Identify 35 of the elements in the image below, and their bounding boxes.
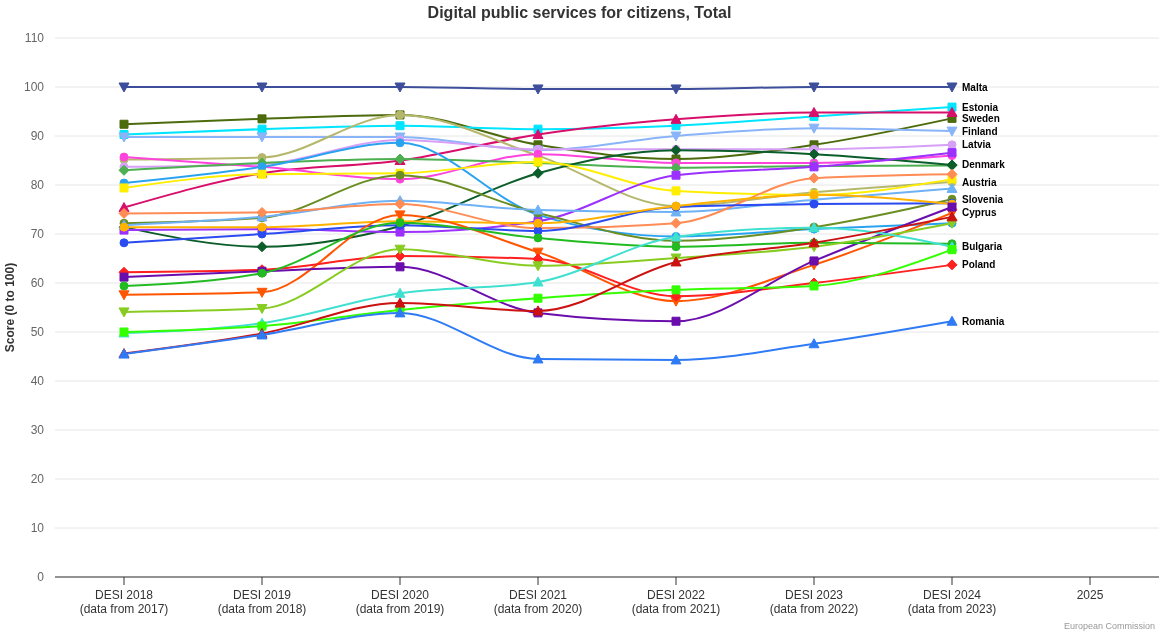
y-tick-label: 30 xyxy=(30,423,45,437)
x-tick-label: DESI 2020 (data from 2019) xyxy=(355,588,445,616)
x-tick-label: 2025 xyxy=(1076,588,1104,602)
annotation: Slovenia xyxy=(962,193,1004,205)
annotation: Latvia xyxy=(962,139,992,151)
y-tick-label: 80 xyxy=(30,178,45,192)
annotation: Romania xyxy=(962,315,1005,327)
text: European Commission xyxy=(1063,621,1155,631)
y-tick-label: 0 xyxy=(37,570,45,584)
y-tick-label: 20 xyxy=(30,472,45,486)
y-tick-label: 90 xyxy=(30,129,45,143)
annotation: Denmark xyxy=(962,159,1006,171)
y-tick-label: 100 xyxy=(23,80,45,94)
x-tick-label: DESI 2018 (data from 2017) xyxy=(79,588,169,616)
x-tick-label: DESI 2024 (data from 2023) xyxy=(907,588,997,616)
y-axis-title: Score (0 to 100) xyxy=(3,262,17,353)
annotation: Finland xyxy=(962,125,998,137)
annotation: Estonia xyxy=(962,101,999,113)
y-tick-label: 70 xyxy=(30,227,45,241)
y-tick-label: 10 xyxy=(30,521,45,535)
annotation: Austria xyxy=(962,176,997,188)
annotation: Poland xyxy=(962,259,996,271)
y-tick-label: 40 xyxy=(30,374,45,388)
annotation: Malta xyxy=(962,81,988,93)
y-tick-label: 110 xyxy=(24,31,45,45)
x-tick-label: DESI 2019 (data from 2018) xyxy=(217,588,307,616)
x-tick-label: DESI 2021 (data from 2020) xyxy=(493,588,583,616)
y-tick-label: 60 xyxy=(30,276,45,290)
annotation: Sweden xyxy=(962,112,1000,124)
annotation: Cyprus xyxy=(962,207,997,219)
x-tick-label: DESI 2023 (data from 2022) xyxy=(769,588,859,616)
chart-title: Digital public services for citizens, Total xyxy=(427,4,732,21)
x-tick-label: DESI 2022 (data from 2021) xyxy=(631,588,721,616)
annotation: Bulgaria xyxy=(962,241,1003,253)
y-tick-label: 50 xyxy=(30,325,45,339)
